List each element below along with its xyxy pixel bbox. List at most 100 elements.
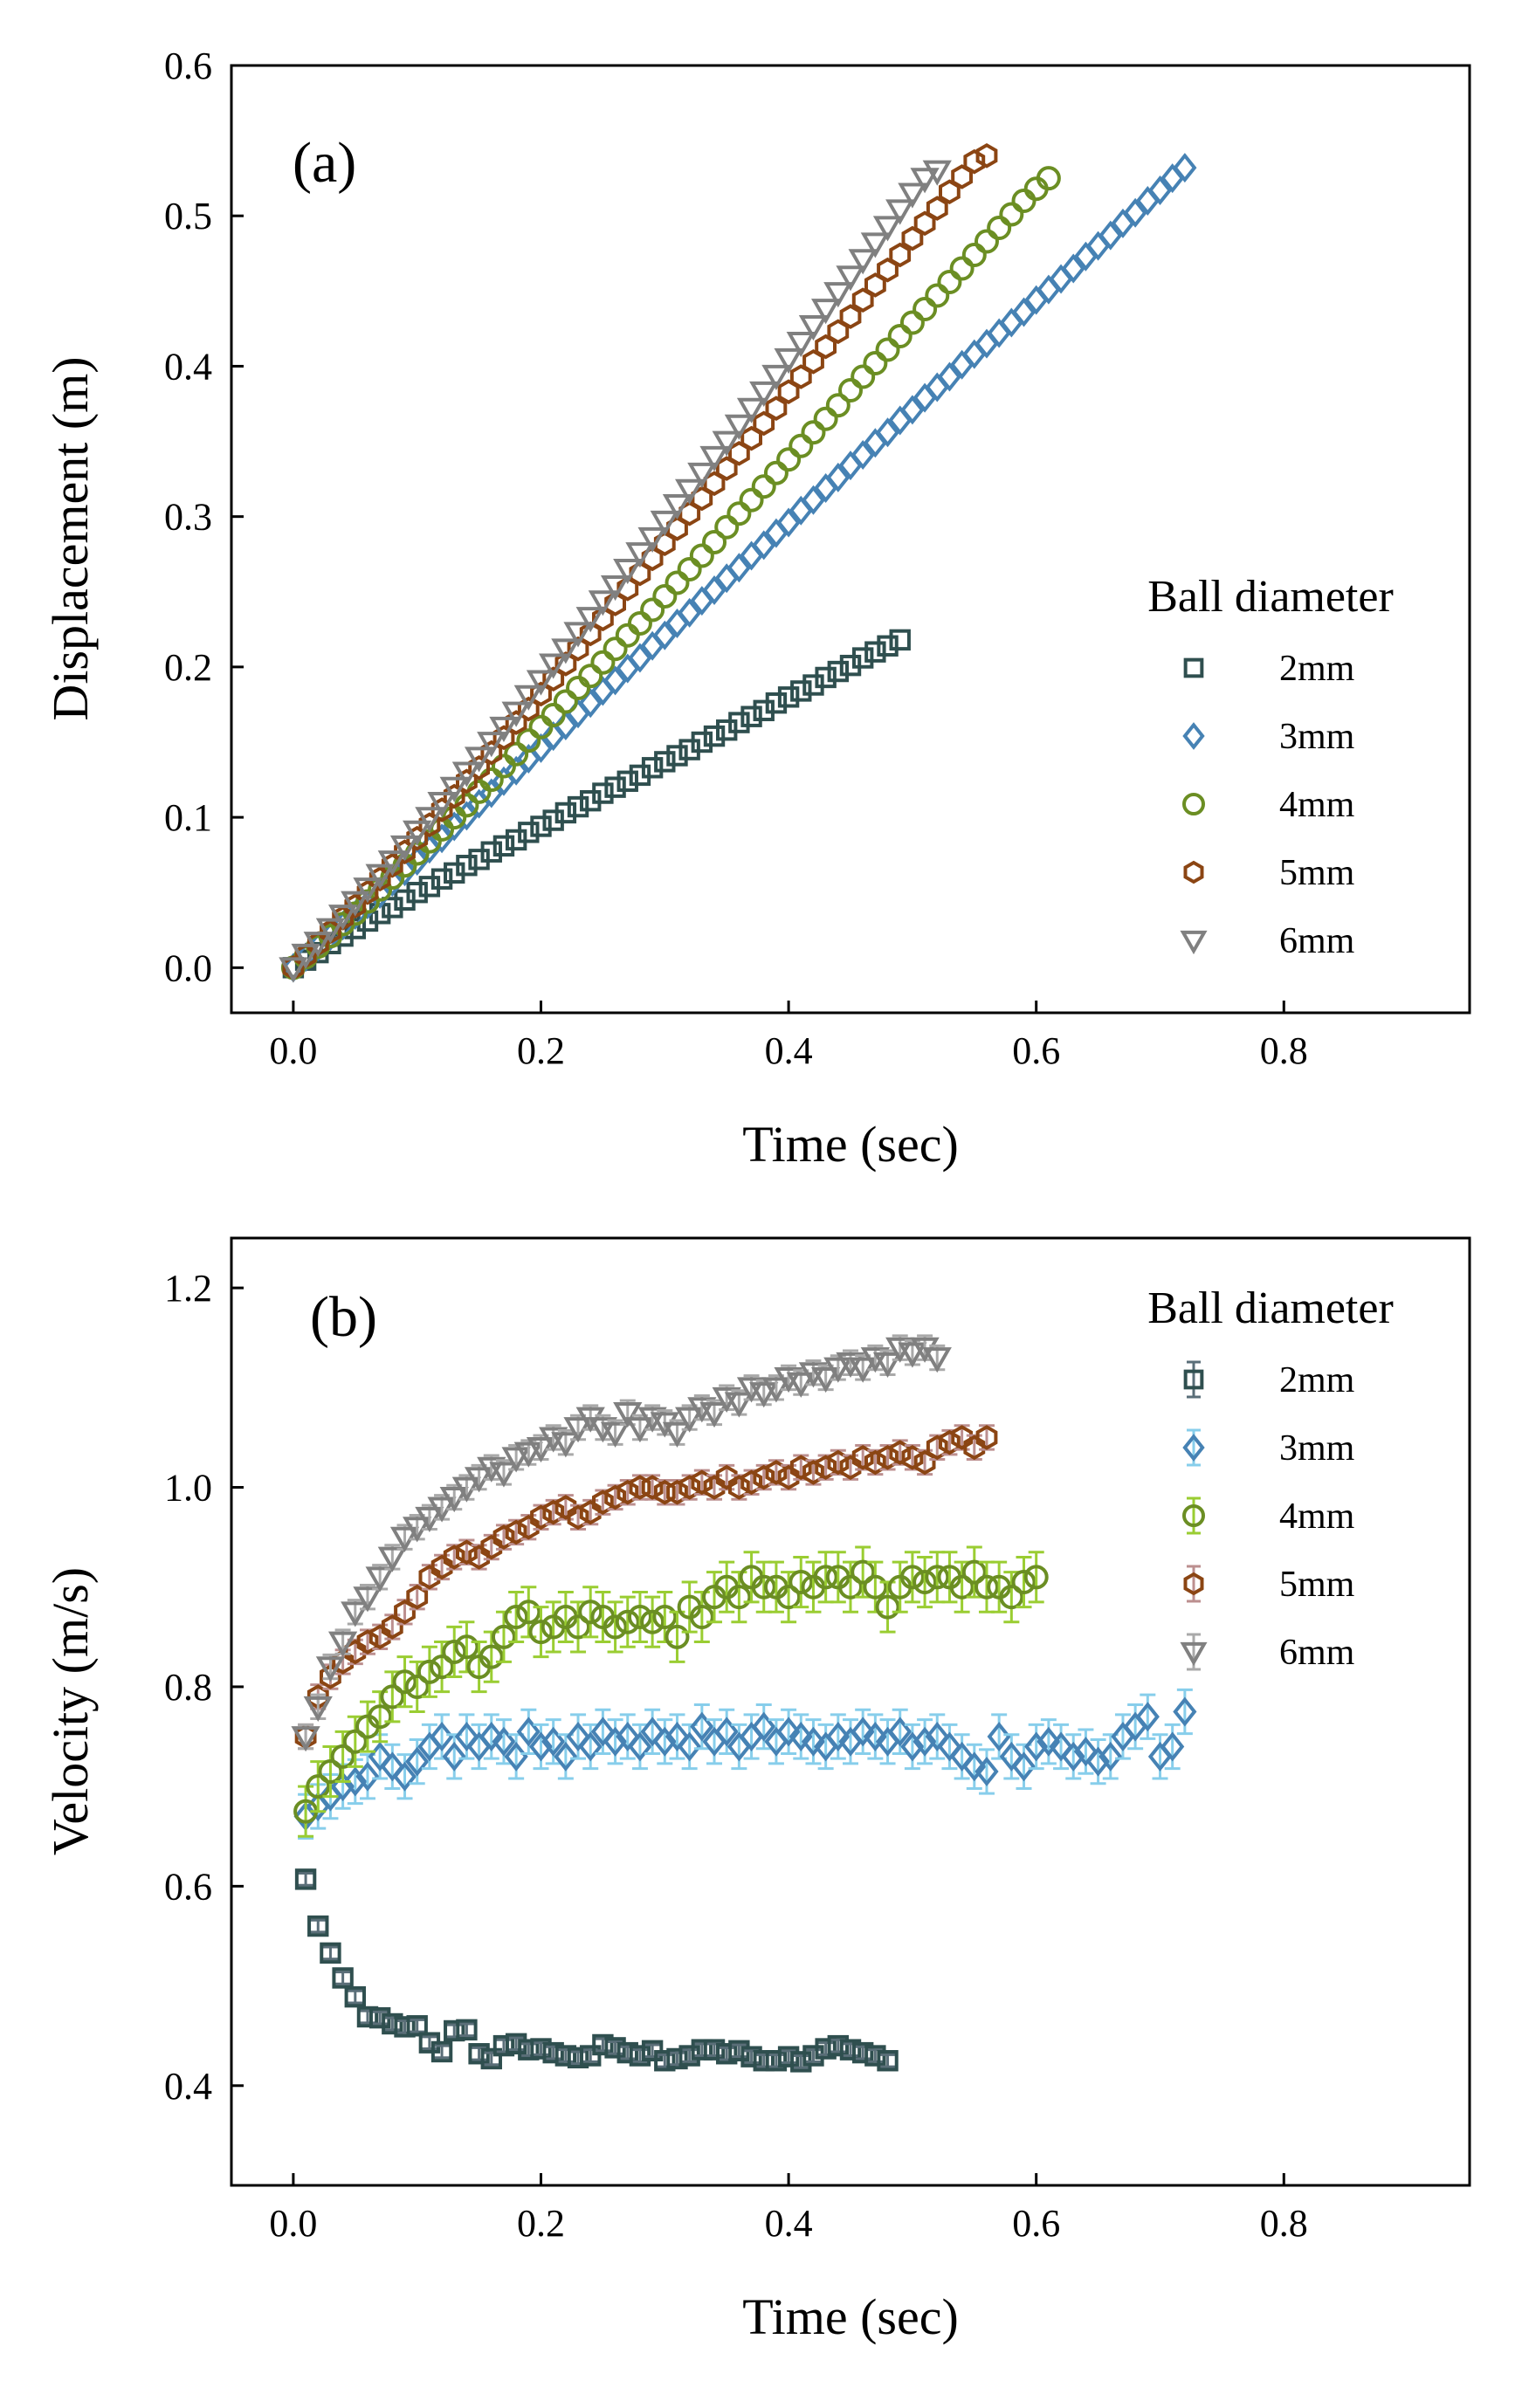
data-point-5mm xyxy=(443,1545,465,1570)
data-point-2mm xyxy=(666,745,688,767)
data-point-6mm xyxy=(898,1342,927,1368)
y-tick-label: 0.5 xyxy=(164,195,212,237)
data-point-4mm xyxy=(392,1669,417,1695)
data-point-2mm xyxy=(716,2043,738,2065)
data-point-6mm xyxy=(687,462,717,488)
data-point-4mm xyxy=(516,728,541,753)
error-bar xyxy=(1003,1571,1020,1624)
data-point-4mm xyxy=(454,1634,479,1660)
data-point-3mm xyxy=(678,597,702,628)
panel-a-displacement-chart: 0.0 0.2 0.4 0.6 0.8 0.0 0.1 0.2 0.3 0.4 0.5 0.6 (a)… xyxy=(42,45,1471,1173)
data-point-3mm xyxy=(1098,1741,1123,1772)
data-point-4mm xyxy=(615,623,640,648)
data-point-3mm xyxy=(479,1722,504,1752)
data-point-3mm xyxy=(603,665,628,696)
data-point-3mm xyxy=(492,1726,516,1757)
data-point-3mm xyxy=(974,328,999,359)
data-point-6mm xyxy=(539,653,568,679)
series-6mm xyxy=(291,1334,952,1752)
data-point-3mm xyxy=(1147,175,1173,205)
error-bar xyxy=(619,1595,636,1648)
data-point-3mm xyxy=(900,395,925,425)
data-point-5mm xyxy=(715,1464,738,1490)
x-tick-label: 0.8 xyxy=(1260,1029,1308,1072)
data-point-6mm xyxy=(501,701,531,727)
data-point-2mm xyxy=(382,2012,403,2035)
data-point-3mm xyxy=(913,1726,937,1757)
data-point-4mm xyxy=(913,297,938,321)
data-point-6mm xyxy=(513,1441,543,1468)
data-point-2mm xyxy=(827,2034,850,2057)
data-point-2mm xyxy=(889,629,911,651)
data-point-4mm xyxy=(380,1684,405,1710)
data-point-2mm xyxy=(406,2015,428,2037)
error-bar xyxy=(1176,1688,1193,1736)
legend-label-6mm: 6mm xyxy=(1279,1633,1355,1673)
data-point-6mm xyxy=(403,820,432,846)
data-point-4mm xyxy=(949,256,974,281)
data-point-6mm xyxy=(551,1432,581,1458)
error-bar xyxy=(631,2048,648,2063)
data-point-3mm xyxy=(578,688,603,719)
data-point-2mm xyxy=(790,680,812,702)
data-point-2mm xyxy=(554,2045,577,2067)
data-point-2mm xyxy=(307,1915,329,1937)
x-tick-label: 0.4 xyxy=(765,2202,813,2245)
data-point-3mm xyxy=(987,318,1011,348)
data-point-3mm xyxy=(454,1722,479,1752)
data-point-2mm xyxy=(320,1942,341,1964)
error-bar xyxy=(793,2054,809,2069)
error-bar xyxy=(978,1560,995,1613)
data-point-5mm xyxy=(666,1479,688,1505)
data-point-6mm xyxy=(872,1352,903,1378)
data-point-4mm xyxy=(863,351,888,375)
data-point-3mm xyxy=(603,1726,628,1757)
data-point-5mm xyxy=(629,1475,651,1500)
error-bar xyxy=(644,1595,661,1648)
data-point-5mm xyxy=(616,1479,639,1505)
data-point-3mm xyxy=(1085,230,1111,261)
data-point-2mm xyxy=(728,712,750,733)
data-point-3mm xyxy=(1011,297,1036,327)
legend-label-5mm: 5mm xyxy=(1279,853,1355,893)
data-point-3mm xyxy=(590,1717,616,1747)
error-bar xyxy=(298,1872,314,1887)
data-point-5mm xyxy=(480,1534,503,1560)
data-point-4mm xyxy=(714,514,740,540)
data-point-2mm xyxy=(430,868,453,890)
data-point-6mm xyxy=(315,1656,346,1682)
error-bar xyxy=(409,2018,425,2033)
data-point-3mm xyxy=(962,339,987,369)
data-point-2mm xyxy=(815,2038,837,2060)
error-bar xyxy=(471,2046,487,2061)
series-5mm xyxy=(282,142,998,980)
data-point-5mm xyxy=(418,1564,441,1590)
x-tick-label: 0.0 xyxy=(269,2202,317,2245)
data-point-4mm xyxy=(689,1605,714,1629)
data-point-4mm xyxy=(516,1600,541,1625)
data-point-3mm xyxy=(1135,1702,1160,1732)
y-tick-label: 0.1 xyxy=(164,796,212,839)
error-bar xyxy=(681,1580,698,1634)
data-point-6mm xyxy=(736,397,767,423)
legend-marker-5mm xyxy=(1183,1572,1204,1596)
data-point-4mm xyxy=(727,1585,752,1610)
error-bar xyxy=(904,1551,920,1604)
error-bar xyxy=(607,2040,623,2055)
data-point-6mm xyxy=(341,891,370,917)
data-point-5mm xyxy=(430,1554,453,1580)
series-6mm xyxy=(279,160,952,983)
data-point-6mm xyxy=(489,716,519,743)
data-point-4mm xyxy=(368,1704,393,1730)
error-bar xyxy=(372,1690,389,1744)
data-point-5mm xyxy=(703,1475,726,1500)
data-point-4mm xyxy=(937,270,962,294)
data-point-2mm xyxy=(654,2050,676,2072)
panel-a-y-axis-title: Displacement (m) xyxy=(42,356,99,720)
data-point-3mm xyxy=(355,1761,380,1792)
data-point-4mm xyxy=(813,1565,838,1590)
data-point-3mm xyxy=(900,1731,925,1762)
error-bar xyxy=(396,1655,413,1709)
data-point-6mm xyxy=(291,1726,320,1752)
legend-marker-6mm xyxy=(1180,930,1208,955)
